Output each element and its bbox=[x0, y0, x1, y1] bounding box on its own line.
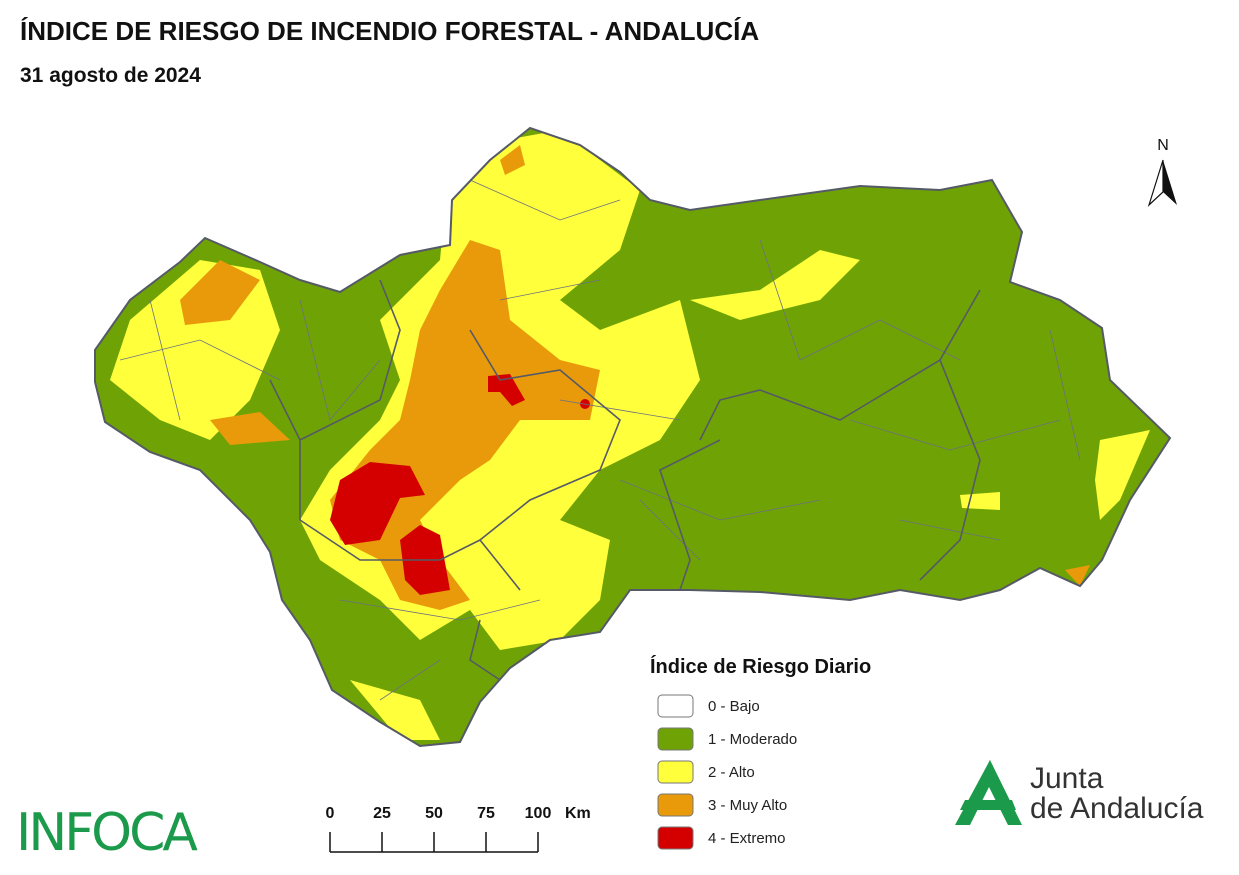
legend: Índice de Riesgo Diario 0 - Bajo 1 - Mode… bbox=[650, 655, 871, 850]
legend-swatch bbox=[657, 694, 694, 718]
scale-tick-label: 50 bbox=[425, 805, 443, 822]
legend-label: 0 - Bajo bbox=[708, 698, 760, 715]
scale-tick-label: 75 bbox=[477, 805, 495, 822]
legend-swatch bbox=[657, 826, 694, 850]
title: ÍNDICE DE RIESGO DE INCENDIO FORESTAL - … bbox=[20, 16, 759, 46]
legend-swatch bbox=[657, 727, 694, 751]
scale-unit: Km bbox=[565, 805, 591, 822]
legend-swatch bbox=[657, 760, 694, 784]
scale-tick-label: 100 bbox=[525, 805, 552, 822]
legend-label: 3 - Muy Alto bbox=[708, 797, 787, 814]
map bbox=[94, 127, 1171, 747]
junta-line-2: de Andalucía bbox=[1030, 792, 1204, 825]
legend-label: 4 - Extremo bbox=[708, 830, 786, 847]
junta-line-1: Junta bbox=[1030, 762, 1104, 795]
subtitle: 31 agosto de 2024 bbox=[20, 64, 201, 87]
junta-logo: Junta de Andalucía bbox=[955, 760, 1204, 825]
legend-title: Índice de Riesgo Diario bbox=[650, 655, 871, 678]
scale-tick-label: 25 bbox=[373, 805, 391, 822]
north-arrow: N bbox=[1147, 137, 1177, 207]
infoca-logo: INFOCA bbox=[16, 803, 198, 863]
scale-tick-label: 0 bbox=[326, 805, 335, 822]
north-label: N bbox=[1157, 137, 1169, 154]
legend-swatch bbox=[657, 793, 694, 817]
scale-bar: 0 25 50 75 100 Km bbox=[326, 805, 591, 853]
legend-label: 2 - Alto bbox=[708, 764, 755, 781]
legend-label: 1 - Moderado bbox=[708, 731, 797, 748]
